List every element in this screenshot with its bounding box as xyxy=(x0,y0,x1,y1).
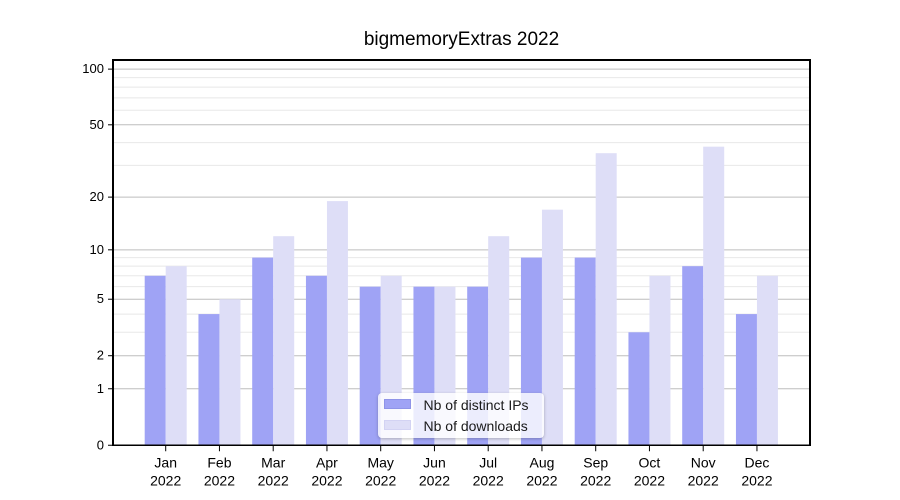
svg-text:Feb: Feb xyxy=(207,454,231,470)
svg-text:May: May xyxy=(367,454,393,470)
svg-text:2022: 2022 xyxy=(741,472,772,488)
svg-text:Sep: Sep xyxy=(583,454,608,470)
svg-text:2022: 2022 xyxy=(258,472,289,488)
svg-text:2022: 2022 xyxy=(311,472,342,488)
svg-text:Nov: Nov xyxy=(691,454,716,470)
svg-text:50: 50 xyxy=(90,117,104,132)
svg-text:Mar: Mar xyxy=(261,454,285,470)
svg-text:2022: 2022 xyxy=(204,472,235,488)
svg-text:0: 0 xyxy=(97,437,104,452)
svg-text:2022: 2022 xyxy=(580,472,611,488)
svg-text:2: 2 xyxy=(97,348,104,363)
svg-text:Jan: Jan xyxy=(154,454,177,470)
svg-text:2022: 2022 xyxy=(365,472,396,488)
svg-text:Oct: Oct xyxy=(639,454,661,470)
svg-text:2022: 2022 xyxy=(688,472,719,488)
svg-text:Dec: Dec xyxy=(744,454,769,470)
svg-text:2022: 2022 xyxy=(419,472,450,488)
svg-text:100: 100 xyxy=(82,61,104,76)
svg-text:10: 10 xyxy=(90,242,104,257)
svg-text:2022: 2022 xyxy=(526,472,557,488)
svg-text:5: 5 xyxy=(97,291,104,306)
svg-text:Jul: Jul xyxy=(479,454,497,470)
svg-text:Apr: Apr xyxy=(316,454,338,470)
svg-text:1: 1 xyxy=(97,381,104,396)
svg-text:2022: 2022 xyxy=(634,472,665,488)
svg-text:Aug: Aug xyxy=(529,454,554,470)
svg-text:2022: 2022 xyxy=(473,472,504,488)
svg-text:2022: 2022 xyxy=(150,472,181,488)
svg-text:Jun: Jun xyxy=(423,454,446,470)
svg-text:20: 20 xyxy=(90,189,104,204)
svg-text:bigmemoryExtras 2022: bigmemoryExtras 2022 xyxy=(364,29,559,50)
